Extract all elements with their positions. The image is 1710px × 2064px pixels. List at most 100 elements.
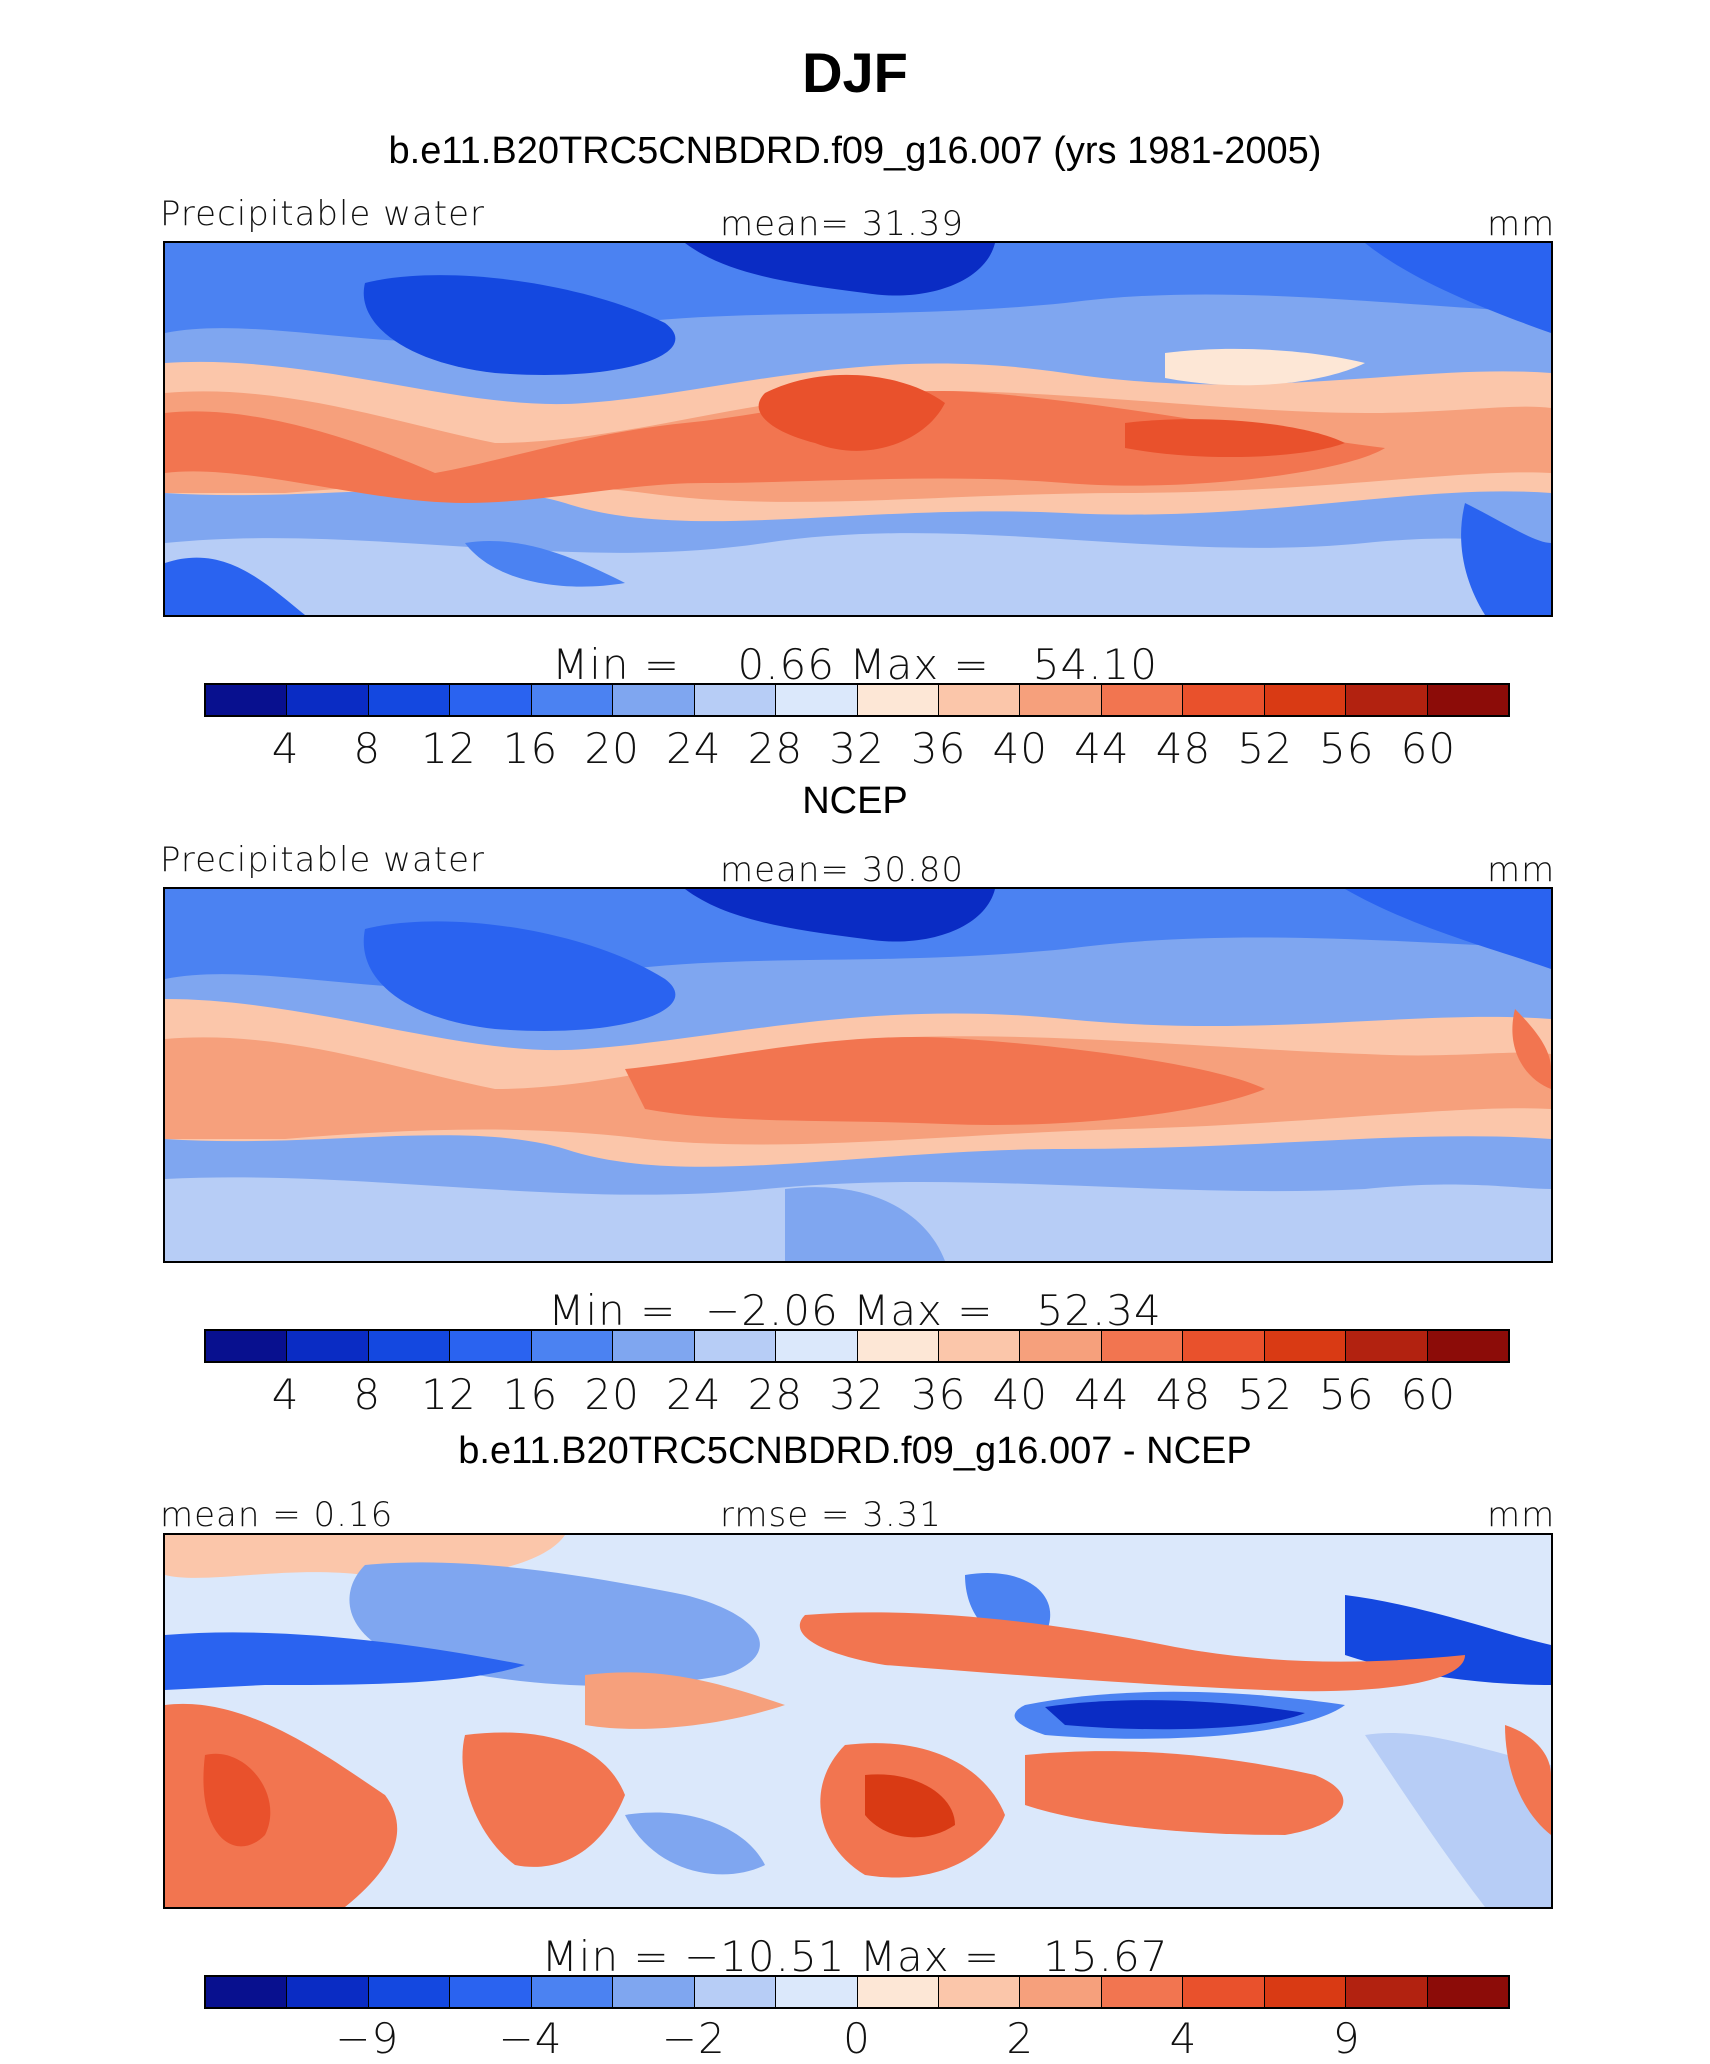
colorbar-tick-label: 28 <box>747 1370 804 1419</box>
colorbar-tick-label: 24 <box>666 1370 722 1419</box>
colorbar-swatch <box>613 1331 695 1361</box>
colorbar-swatch <box>938 1977 1021 2007</box>
panel-3-map <box>163 1533 1553 1909</box>
colorbar-swatch <box>776 1977 858 2007</box>
colorbar-tick-label: 60 <box>1400 724 1457 773</box>
panel-2-mean-label: mean= 30.80 <box>720 850 965 890</box>
colorbar-tick-label: 52 <box>1237 1370 1293 1419</box>
colorbar-tick-label: 32 <box>829 1370 885 1419</box>
colorbar-swatch <box>368 1977 451 2007</box>
colorbar-swatch <box>694 1331 777 1361</box>
colorbar-tick-label: 28 <box>747 724 804 773</box>
colorbar-tick-label: 4 <box>1169 2014 1198 2063</box>
colorbar-swatch <box>206 685 288 715</box>
colorbar-swatch <box>938 685 1021 715</box>
colorbar-tick-label: 2 <box>1006 2014 1035 2063</box>
colorbar-tick-label: 4 <box>271 1370 300 1419</box>
panel-2-map <box>163 887 1553 1263</box>
panel-3-units-label: mm <box>1487 1495 1556 1535</box>
colorbar-swatch <box>287 1977 369 2007</box>
colorbar-swatch <box>531 1977 614 2007</box>
colorbar-tick-label: 44 <box>1074 1370 1130 1419</box>
colorbar-tick-label: 24 <box>666 724 722 773</box>
colorbar-tick-label: 36 <box>910 1370 967 1419</box>
panel-2-variable-label: Precipitable water <box>160 840 486 880</box>
colorbar-swatch <box>206 1977 288 2007</box>
colorbar-swatch <box>368 1331 451 1361</box>
colorbar-swatch <box>1020 1977 1102 2007</box>
colorbar-tick-label: 40 <box>992 1370 1048 1419</box>
colorbar-swatch <box>287 1331 369 1361</box>
colorbar-swatch <box>694 1977 777 2007</box>
colorbar-swatch <box>1264 1977 1347 2007</box>
panel-1-map <box>163 241 1553 617</box>
colorbar-tick-label: 16 <box>502 724 559 773</box>
panel-2-minmax: Min = −2.06 Max = 52.34 <box>548 1286 1162 1335</box>
colorbar-swatch <box>938 1331 1021 1361</box>
colorbar-swatch <box>1183 1331 1265 1361</box>
panel-1-minmax: Min = 0.66 Max = 54.10 <box>552 640 1158 689</box>
colorbar-swatch <box>1264 685 1347 715</box>
colorbar-tick-label: 44 <box>1074 724 1130 773</box>
colorbar-swatch <box>1264 1331 1347 1361</box>
panel-1-title: b.e11.B20TRC5CNBDRD.f09_g16.007 (yrs 198… <box>388 130 1322 172</box>
colorbar-swatch <box>1020 685 1102 715</box>
colorbar-swatch <box>450 685 532 715</box>
panel-3-minmax: Min = −10.51 Max = 15.67 <box>541 1932 1169 1981</box>
colorbar-tick-label: 9 <box>1332 2014 1361 2063</box>
colorbar-tick-label: −2 <box>661 2014 726 2063</box>
colorbar-swatch <box>450 1977 532 2007</box>
colorbar-tick-label: 12 <box>421 724 477 773</box>
colorbar-swatch <box>857 1977 939 2007</box>
colorbar-tick-label: 56 <box>1319 724 1375 773</box>
colorbar-swatch <box>776 1331 858 1361</box>
panel-2-units-label: mm <box>1487 850 1556 890</box>
colorbar-swatch <box>368 685 451 715</box>
colorbar-swatch <box>1183 1977 1265 2007</box>
colorbar-swatch <box>1346 1977 1428 2007</box>
colorbar-swatch <box>1183 685 1265 715</box>
colorbar-tick-label: −4 <box>498 2014 563 2063</box>
colorbar-swatch <box>1427 685 1508 715</box>
colorbar-swatch <box>613 1977 695 2007</box>
colorbar-swatch <box>1101 1977 1184 2007</box>
colorbar-swatch <box>206 1331 288 1361</box>
colorbar-tick-label: 60 <box>1400 1370 1457 1419</box>
colorbar-tick-label: 52 <box>1237 724 1293 773</box>
panel-3-map-field <box>165 1535 1551 1907</box>
panel-3-rmse-label: rmse = 3.31 <box>720 1495 942 1535</box>
colorbar-tick-label: 40 <box>992 724 1048 773</box>
colorbar-tick-label: 0 <box>843 2014 871 2063</box>
colorbar-tick-label: 36 <box>910 724 967 773</box>
panel-1-colorbar <box>204 683 1510 717</box>
colorbar-swatch <box>450 1331 532 1361</box>
panel-2-title: NCEP <box>802 780 908 822</box>
colorbar-swatch <box>1427 1331 1508 1361</box>
panel-1-map-field <box>165 243 1551 615</box>
colorbar-swatch <box>857 685 939 715</box>
colorbar-tick-label: 12 <box>421 1370 477 1419</box>
panel-1-mean-label: mean= 31.39 <box>720 204 965 244</box>
colorbar-tick-label: 48 <box>1155 724 1212 773</box>
colorbar-tick-label: 20 <box>584 1370 640 1419</box>
colorbar-swatch <box>1427 1977 1508 2007</box>
colorbar-tick-label: 56 <box>1319 1370 1375 1419</box>
colorbar-tick-label: 32 <box>829 724 885 773</box>
colorbar-swatch <box>1346 1331 1428 1361</box>
colorbar-tick-label: 16 <box>502 1370 559 1419</box>
colorbar-tick-label: 48 <box>1155 1370 1212 1419</box>
colorbar-tick-label: 4 <box>271 724 300 773</box>
panel-2-map-field <box>165 889 1551 1261</box>
colorbar-tick-label: 8 <box>353 1370 382 1419</box>
colorbar-swatch <box>613 685 695 715</box>
colorbar-swatch <box>1101 685 1184 715</box>
colorbar-swatch <box>531 1331 614 1361</box>
figure-title: DJF <box>802 41 908 104</box>
colorbar-swatch <box>776 685 858 715</box>
colorbar-swatch <box>287 685 369 715</box>
colorbar-swatch <box>857 1331 939 1361</box>
colorbar-swatch <box>1020 1331 1102 1361</box>
panel-1-units-label: mm <box>1487 204 1556 244</box>
colorbar-tick-label: −9 <box>335 2014 400 2063</box>
panel-3-title: b.e11.B20TRC5CNBDRD.f09_g16.007 - NCEP <box>458 1430 1252 1472</box>
